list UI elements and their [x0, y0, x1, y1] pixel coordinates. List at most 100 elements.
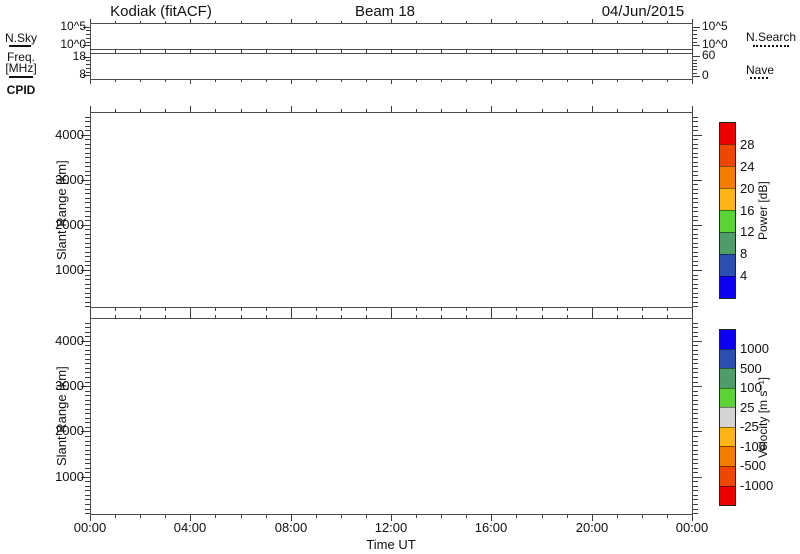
- tick: [85, 359, 90, 360]
- y-tick-label: 2000: [55, 423, 84, 438]
- tick: [491, 308, 492, 314]
- tick: [693, 413, 698, 414]
- tick: [85, 413, 90, 414]
- tick: [693, 332, 698, 333]
- tick: [617, 315, 618, 318]
- y-tick-label: 10^5: [60, 19, 86, 33]
- tick: [693, 117, 698, 118]
- tick: [85, 422, 90, 423]
- tick: [85, 345, 90, 346]
- colorbar-segment: [720, 407, 735, 427]
- freq-line-sample: [9, 76, 33, 78]
- tick: [693, 409, 698, 410]
- tick: [85, 445, 90, 446]
- y-tick-label: 10^0: [702, 37, 728, 51]
- tick: [85, 409, 90, 410]
- tick: [693, 121, 698, 122]
- tick: [85, 189, 90, 190]
- tick: [693, 265, 698, 266]
- colorbar-tick-label: 20: [740, 181, 755, 196]
- tick: [693, 30, 697, 31]
- tick: [316, 80, 317, 82]
- tick: [85, 490, 90, 491]
- tick: [81, 225, 90, 226]
- tick: [391, 49, 392, 53]
- colorbar-tick-label: 500: [740, 361, 762, 376]
- tick: [617, 80, 618, 82]
- tick: [617, 308, 618, 311]
- tick: [617, 21, 618, 23]
- x-tick-label: 16:00: [474, 520, 508, 535]
- tick: [542, 109, 543, 112]
- tick: [190, 106, 191, 112]
- tick: [90, 19, 91, 23]
- tick: [215, 308, 216, 311]
- y-tick-label: 4000: [55, 333, 84, 348]
- tick: [190, 515, 191, 521]
- tick: [85, 157, 90, 158]
- tick: [693, 284, 698, 285]
- tick: [542, 308, 543, 311]
- tick: [516, 109, 517, 112]
- tick: [83, 45, 90, 46]
- tick: [115, 308, 116, 311]
- colorbar-tick-label: 24: [740, 159, 755, 174]
- tick: [693, 454, 698, 455]
- tick: [466, 315, 467, 318]
- colorbar-tick-label: -25: [740, 419, 759, 434]
- tick: [693, 198, 698, 199]
- tick: [567, 21, 568, 23]
- tick: [316, 515, 317, 518]
- tick: [567, 80, 568, 82]
- y-tick-label: 0: [702, 68, 709, 82]
- tick: [693, 486, 698, 487]
- tick: [693, 76, 700, 77]
- tick: [667, 109, 668, 112]
- tick: [693, 38, 697, 39]
- power-panel: [90, 112, 693, 308]
- tick: [341, 21, 342, 23]
- tick: [86, 30, 90, 31]
- tick: [85, 144, 90, 145]
- tick: [642, 109, 643, 112]
- tick: [466, 308, 467, 311]
- tick: [90, 312, 91, 318]
- tick: [85, 202, 90, 203]
- nave-line-sample: [750, 77, 768, 79]
- tick: [642, 315, 643, 318]
- tick: [291, 515, 292, 521]
- tick: [86, 34, 90, 35]
- tick: [341, 80, 342, 82]
- tick: [491, 19, 492, 23]
- tick: [667, 315, 668, 318]
- tick: [241, 21, 242, 23]
- tick: [693, 229, 698, 230]
- tick: [241, 51, 242, 53]
- tick: [81, 135, 90, 136]
- tick: [693, 275, 698, 276]
- colorbar-segment: [720, 348, 735, 369]
- y-tick-label: 10^0: [60, 37, 86, 51]
- tick: [567, 515, 568, 518]
- tick: [693, 481, 698, 482]
- tick: [693, 288, 698, 289]
- tick: [416, 80, 417, 82]
- tick: [86, 60, 90, 61]
- tick: [140, 21, 141, 23]
- tick: [391, 106, 392, 112]
- tick: [85, 486, 90, 487]
- tick: [466, 109, 467, 112]
- tick: [693, 404, 698, 405]
- y-tick-label: 10^5: [702, 19, 728, 33]
- tick: [693, 359, 698, 360]
- tick: [85, 468, 90, 469]
- tick: [85, 256, 90, 257]
- tick: [366, 109, 367, 112]
- tick: [693, 341, 702, 342]
- y-tick-label: 3000: [55, 378, 84, 393]
- tick: [85, 323, 90, 324]
- tick: [693, 256, 698, 257]
- tick: [140, 51, 141, 53]
- tick: [115, 21, 116, 23]
